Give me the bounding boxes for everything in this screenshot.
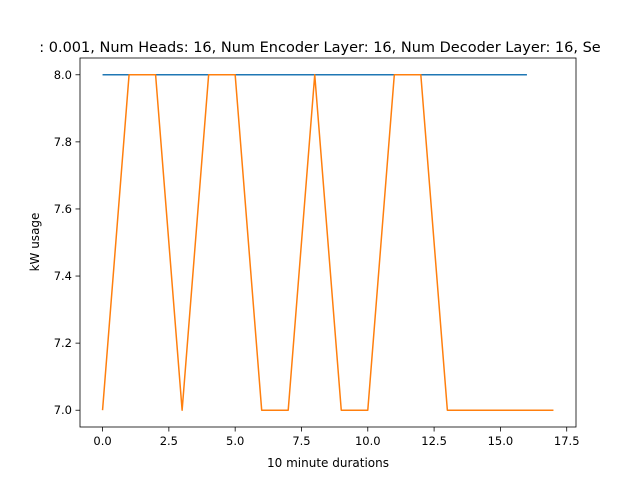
y-tick-label: 7.2	[54, 336, 72, 350]
y-tick-label: 7.6	[54, 202, 72, 216]
x-tick-label: 7.5	[292, 434, 310, 448]
y-tick-label: 7.8	[54, 135, 72, 149]
x-tick-label: 17.5	[554, 434, 580, 448]
x-tick-label: 12.5	[421, 434, 447, 448]
y-tick-label: 7.0	[54, 403, 72, 417]
x-tick-label: 10.0	[355, 434, 381, 448]
y-tick-label: 7.4	[54, 269, 72, 283]
y-tick-label: 8.0	[54, 68, 72, 82]
y-axis-label: kW usage	[28, 213, 42, 272]
x-tick-label: 2.5	[160, 434, 178, 448]
x-tick-label: 5.0	[226, 434, 244, 448]
x-axis-label: 10 minute durations	[267, 456, 389, 470]
series-layer	[101, 74, 554, 411]
series-line-2	[101, 74, 554, 411]
plot-frame	[79, 57, 577, 428]
chart-title: : 0.001, Num Heads: 16, Num Encoder Laye…	[39, 40, 601, 56]
axes-layer: 0.0 2.5 5.0 7.5 10.0 12.5 15.0 17.5 7.0 7.2 7.4 7.6…	[54, 57, 580, 448]
x-tick-label: 0.0	[93, 434, 111, 448]
x-tick-label: 15.0	[488, 434, 514, 448]
